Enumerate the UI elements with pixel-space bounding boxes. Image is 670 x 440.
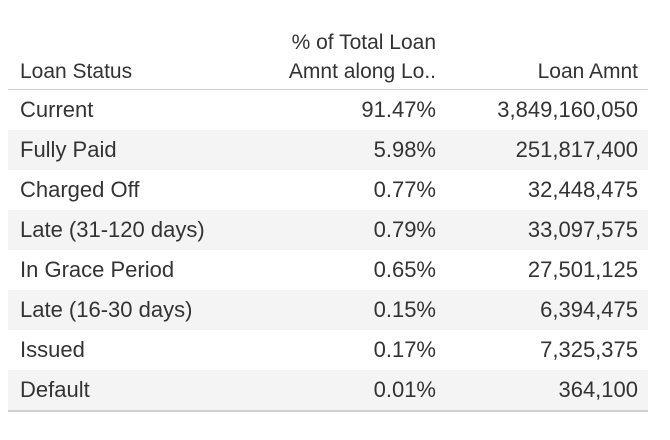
table-row[interactable]: Current 91.47% 3,849,160,050	[8, 89, 648, 130]
header-loan-status-label: Loan Status	[20, 60, 133, 83]
table-body: Current 91.47% 3,849,160,050 Fully Paid 5.98…	[8, 89, 648, 412]
cell-loan-amnt: 32,448,475	[446, 170, 648, 210]
cell-loan-status: Current	[8, 89, 256, 130]
table-row[interactable]: Late (31-120 days) 0.79% 33,097,575	[8, 210, 648, 250]
header-pct-label-line2: Amnt along Lo..	[288, 60, 436, 83]
header-pct-total-loan-amnt[interactable]: % of Total Loan Amnt along Lo..	[256, 28, 446, 90]
header-pct-label-line1: % of Total Loan	[291, 31, 436, 54]
table-row[interactable]: In Grace Period 0.65% 27,501,125	[8, 250, 648, 290]
table-header-row: Loan Status % of Total Loan Amnt along L…	[8, 28, 648, 90]
cell-pct-total: 0.65%	[256, 250, 446, 290]
table-row[interactable]: Charged Off 0.77% 32,448,475	[8, 170, 648, 210]
cell-pct-total: 91.47%	[256, 89, 446, 130]
cell-loan-amnt: 7,325,375	[446, 330, 648, 370]
cell-pct-total: 0.17%	[256, 330, 446, 370]
cell-loan-status: Late (16-30 days)	[8, 290, 256, 330]
cell-loan-status: Late (31-120 days)	[8, 210, 256, 250]
cell-pct-total: 0.77%	[256, 170, 446, 210]
table-row[interactable]: Issued 0.17% 7,325,375	[8, 330, 648, 370]
table-row[interactable]: Fully Paid 5.98% 251,817,400	[8, 130, 648, 170]
loan-status-table: Loan Status % of Total Loan Amnt along L…	[8, 28, 648, 412]
cell-pct-total: 0.15%	[256, 290, 446, 330]
header-loan-amnt-label: Loan Amnt	[537, 60, 638, 83]
cell-loan-status: Fully Paid	[8, 130, 256, 170]
table-row[interactable]: Late (16-30 days) 0.15% 6,394,475	[8, 290, 648, 330]
cell-loan-amnt: 6,394,475	[446, 290, 648, 330]
header-loan-amnt[interactable]: Loan Amnt	[446, 28, 648, 90]
loan-status-table-container: Loan Status % of Total Loan Amnt along L…	[8, 28, 648, 412]
cell-loan-amnt: 364,100	[446, 370, 648, 412]
cell-pct-total: 5.98%	[256, 130, 446, 170]
cell-loan-status: Default	[8, 370, 256, 412]
cell-pct-total: 0.01%	[256, 370, 446, 412]
header-loan-status[interactable]: Loan Status	[8, 28, 256, 90]
cell-loan-amnt: 27,501,125	[446, 250, 648, 290]
cell-loan-amnt: 251,817,400	[446, 130, 648, 170]
table-row[interactable]: Default 0.01% 364,100	[8, 370, 648, 412]
cell-pct-total: 0.79%	[256, 210, 446, 250]
cell-loan-amnt: 33,097,575	[446, 210, 648, 250]
cell-loan-status: Issued	[8, 330, 256, 370]
cell-loan-status: Charged Off	[8, 170, 256, 210]
cell-loan-amnt: 3,849,160,050	[446, 89, 648, 130]
cell-loan-status: In Grace Period	[8, 250, 256, 290]
